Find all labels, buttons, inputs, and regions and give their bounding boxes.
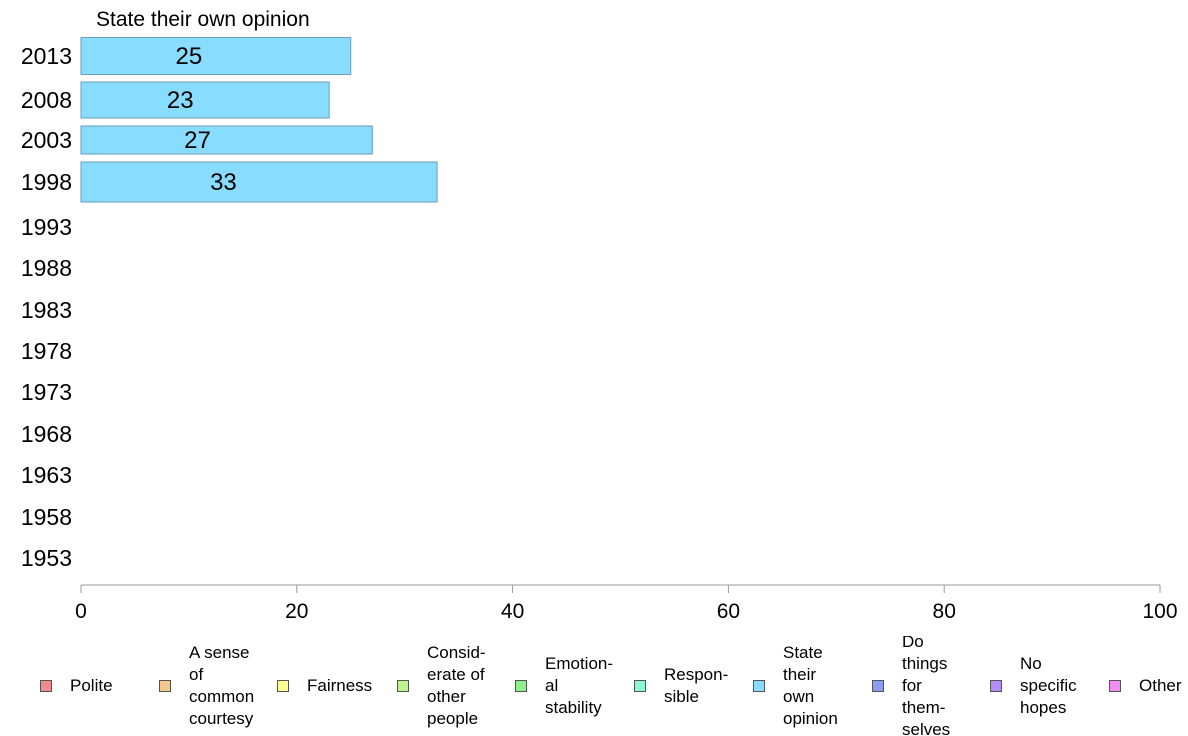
legend-item: Fairness [277,636,372,736]
x-tick-label: 20 [285,600,308,623]
legend-label: No specific hopes [1020,654,1077,717]
y-tick-label: 1968 [21,421,72,447]
bar-data-label: 33 [210,169,237,196]
bar-data-label: 25 [176,43,203,70]
legend-item: Do things for them- selves [872,636,950,736]
legend: Polite A sense of common courtesy Fairness… [0,636,1188,736]
legend-swatch [277,680,289,692]
legend-item: Respon- sible [634,636,728,736]
y-tick-label: 1973 [21,379,72,405]
y-tick-label: 1978 [21,338,72,364]
legend-label: Polite [70,676,113,695]
legend-swatch [159,680,171,692]
legend-item: Emotion- al stability [515,636,613,736]
y-tick-label: 1963 [21,462,72,488]
x-axis: 0 20 40 60 80 100 [75,584,1178,623]
bar-data-label: 27 [184,127,211,154]
legend-swatch [990,680,1002,692]
chart-title: State their own opinion [96,8,310,31]
legend-label: State their own opinion [783,643,838,728]
x-tick-label: 80 [933,600,956,623]
y-tick-label: 1998 [21,169,72,195]
x-tick-label: 60 [717,600,740,623]
y-tick-label: 2003 [21,127,72,153]
legend-swatch [40,680,52,692]
legend-label: Fairness [307,676,373,695]
legend-label: Consid- erate of other people [427,643,486,728]
y-tick-label: 1993 [21,214,72,240]
legend-label: Other [1139,676,1182,695]
y-axis-labels: 2013 2008 2003 1998 1993 1988 1983 1978 1973 1968… [21,43,72,571]
legend-swatch [515,680,527,692]
bar [80,81,330,119]
legend-swatch [753,680,765,692]
legend-swatch [872,680,884,692]
bar [80,161,438,203]
x-tick-label: 0 [75,600,87,623]
legend-swatch [634,680,646,692]
legend-item: Polite [40,636,113,736]
y-tick-label: 1953 [21,545,72,571]
legend-label: Respon- sible [664,665,729,706]
legend-item: State their own opinion [753,636,838,736]
y-tick-label: 1958 [21,504,72,530]
legend-item: No specific hopes [990,636,1077,736]
legend-swatch [1109,680,1121,692]
legend-swatch [397,680,409,692]
bar-data-label: 23 [167,87,194,114]
legend-label: A sense of common courtesy [189,643,255,728]
legend-label: Do things for them- selves [902,636,951,736]
y-tick-label: 1983 [21,297,72,323]
legend-item: A sense of common courtesy [159,636,254,736]
bar [80,125,373,155]
y-tick-label: 2013 [21,43,72,69]
legend-label: Emotion- al stability [545,654,614,717]
bar [80,37,352,75]
x-tick-label: 40 [501,600,524,623]
y-tick-label: 1988 [21,255,72,281]
legend-item: Other [1109,636,1182,736]
x-tick-label: 100 [1142,600,1177,623]
bars-layer: 25 23 27 33 [80,37,438,203]
y-tick-label: 2008 [21,87,72,113]
legend-item: Consid- erate of other people [397,636,486,736]
